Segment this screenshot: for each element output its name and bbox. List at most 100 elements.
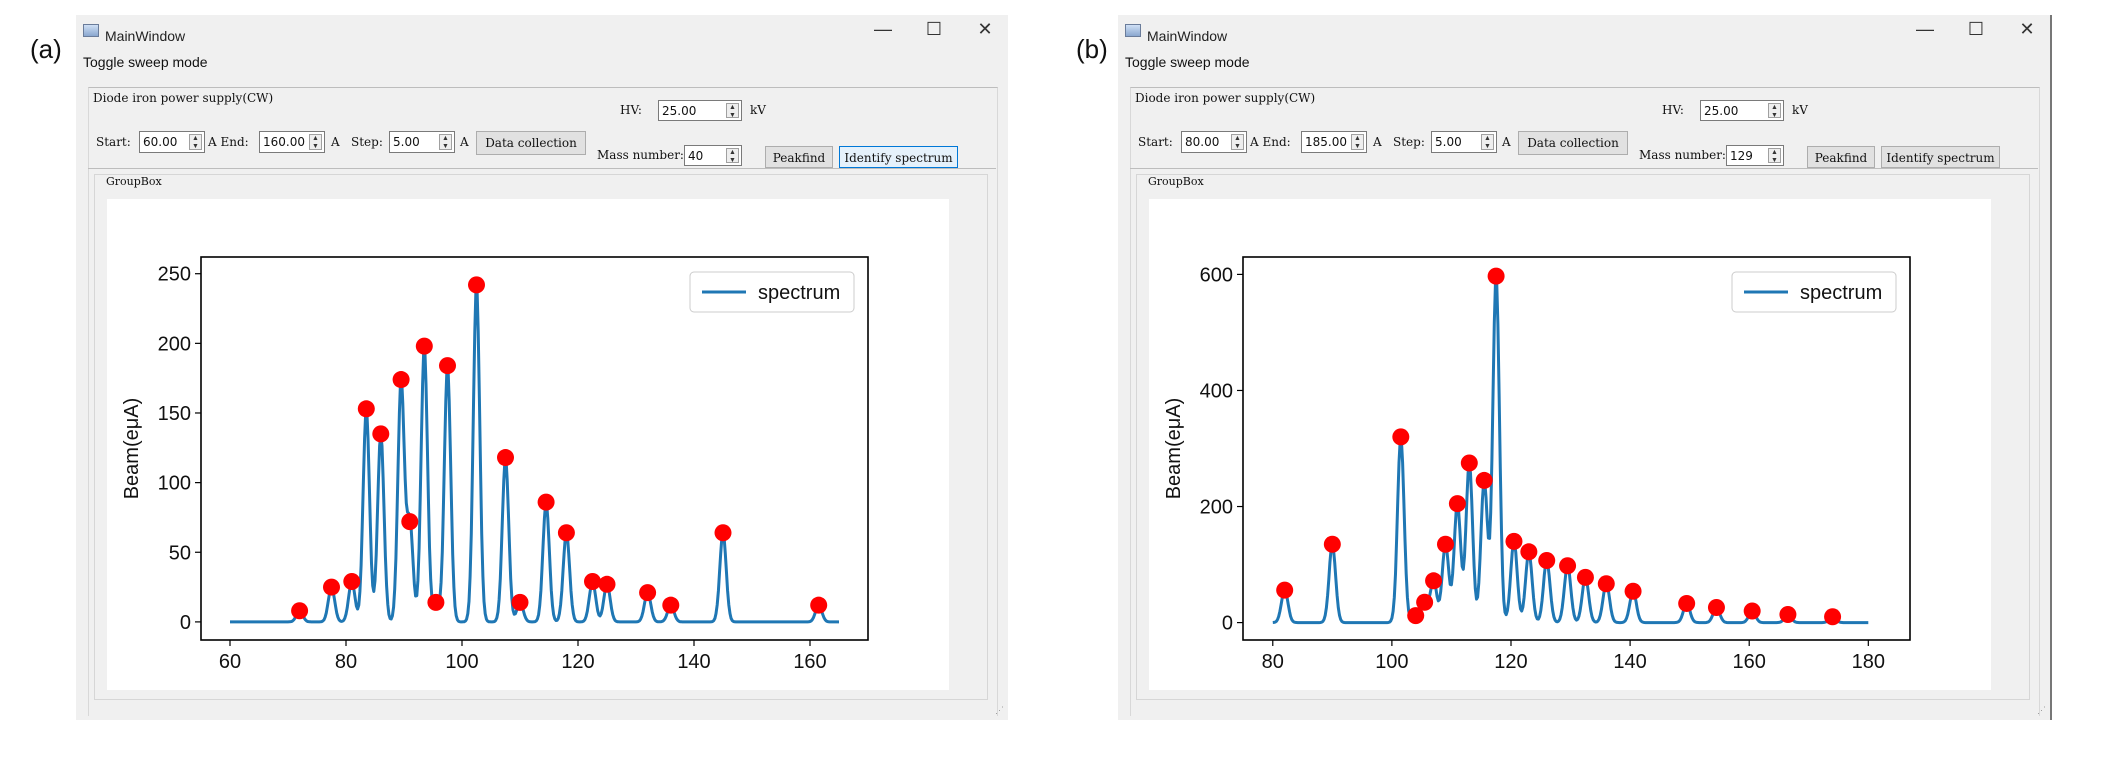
- peak-marker: [1576, 568, 1594, 586]
- menu-toggle-sweep-mode[interactable]: Toggle sweep mode: [83, 54, 208, 70]
- maximize-button[interactable]: ☐: [1967, 19, 1985, 39]
- y-tick-label: 400: [1200, 380, 1233, 402]
- minimize-button[interactable]: —: [1916, 19, 1934, 39]
- y-tick-label: 200: [1200, 497, 1233, 519]
- peak-marker: [1505, 532, 1523, 550]
- menu-toggle-sweep-mode[interactable]: Toggle sweep mode: [1125, 54, 1250, 70]
- data-collection-button[interactable]: Data collection: [476, 131, 586, 155]
- divider: [1130, 168, 2038, 169]
- x-tick-label: 100: [1375, 651, 1408, 673]
- resize-grip-icon[interactable]: ⋰: [995, 705, 1004, 715]
- hv-unit: kV: [1792, 103, 1808, 117]
- minimize-button[interactable]: —: [874, 19, 892, 39]
- x-tick-label: 80: [1262, 651, 1284, 673]
- peak-marker: [1743, 602, 1761, 620]
- hv-spinbox[interactable]: 25.00 ▲ ▼: [658, 100, 742, 121]
- peakfind-label: Peakfind: [772, 151, 826, 165]
- groupbox-title: GroupBox: [1146, 175, 1206, 188]
- identify-spectrum-label: Identify spectrum: [844, 151, 953, 165]
- close-button[interactable]: ✕: [977, 19, 993, 39]
- identify-spectrum-label: Identify spectrum: [1886, 151, 1995, 165]
- start-value: 80.00: [1185, 135, 1220, 149]
- y-tick-label: 200: [158, 333, 191, 355]
- mass-number-label: Mass number:: [597, 148, 684, 162]
- peakfind-button[interactable]: Peakfind: [765, 146, 833, 168]
- x-tick-label: 60: [219, 651, 241, 673]
- peak-marker: [343, 573, 361, 591]
- peak-marker: [1597, 575, 1615, 593]
- main-window-b: MainWindow — ☐ ✕ Toggle sweep mode Diode…: [1118, 15, 2052, 720]
- start-spinbox[interactable]: 60.00 ▲ ▼: [139, 131, 205, 153]
- spin-arrows-icon[interactable]: ▲ ▼: [1351, 134, 1364, 150]
- x-tick-label: 160: [793, 651, 826, 673]
- window-app-icon: [83, 24, 99, 37]
- peak-marker: [1779, 605, 1797, 623]
- peak-marker: [1460, 454, 1478, 472]
- step-value: 5.00: [1435, 135, 1462, 149]
- close-button[interactable]: ✕: [2019, 19, 2035, 39]
- peak-marker: [662, 596, 680, 614]
- groupbox: [1136, 174, 2030, 700]
- content-frame: [88, 87, 998, 716]
- spin-arrows-icon[interactable]: ▲ ▼: [1481, 134, 1494, 150]
- start-spinbox[interactable]: 80.00 ▲ ▼: [1181, 131, 1247, 153]
- spectrum-chart: 80 100 120 140 160 180 0 200 400 600 Beam(eμA) spec…: [1163, 256, 1911, 673]
- mass-number-value: 129: [1730, 148, 1753, 163]
- spin-arrows-icon[interactable]: ▲ ▼: [1768, 148, 1781, 164]
- power-supply-title: Diode iron power supply(CW): [93, 91, 274, 105]
- end-spinbox[interactable]: 185.00 ▲ ▼: [1301, 131, 1367, 153]
- legend-label: spectrum: [1800, 282, 1882, 304]
- start-label: Start:: [96, 135, 131, 149]
- identify-spectrum-button[interactable]: Identify spectrum: [1881, 146, 2000, 168]
- groupbox: [94, 174, 988, 700]
- hv-label: HV:: [620, 103, 642, 117]
- spin-arrows-icon[interactable]: ▲ ▼: [726, 103, 739, 119]
- identify-spectrum-button[interactable]: Identify spectrum: [839, 146, 958, 168]
- step-spinbox[interactable]: 5.00 ▲ ▼: [1431, 131, 1497, 153]
- y-tick-label: 100: [158, 473, 191, 495]
- spin-arrows-icon[interactable]: ▲ ▼: [309, 134, 322, 150]
- legend-box: [1731, 271, 1897, 313]
- peak-marker: [1448, 495, 1466, 513]
- spectrum-line: [229, 288, 840, 624]
- peak-marker: [1520, 543, 1538, 561]
- y-axis-label: Beam(eμA): [1163, 398, 1185, 500]
- step-unit: A: [1502, 135, 1511, 149]
- x-tick-label: 120: [1494, 651, 1527, 673]
- end-spinbox[interactable]: 160.00 ▲ ▼: [259, 131, 325, 153]
- step-spinbox[interactable]: 5.00 ▲ ▼: [389, 131, 455, 153]
- peak-marker: [639, 584, 657, 602]
- resize-grip-icon[interactable]: ⋰: [2037, 705, 2046, 715]
- end-label: A End:: [208, 135, 249, 149]
- peak-marker: [1624, 582, 1642, 600]
- mass-number-label: Mass number:: [1639, 148, 1726, 162]
- spin-arrows-icon[interactable]: ▲ ▼: [1231, 134, 1244, 150]
- axes-frame: [1242, 256, 1911, 641]
- spectrum-chart: 60 80 100 120 140 160 0 50 100 150 200 250 Beam(eμA)…: [121, 256, 869, 673]
- hv-value: 25.00: [1704, 103, 1739, 118]
- peak-marker: [357, 400, 375, 418]
- x-tick-label: 80: [335, 651, 357, 673]
- peak-marker: [1475, 471, 1493, 489]
- spin-arrows-icon[interactable]: ▲ ▼: [439, 134, 452, 150]
- hv-spinbox[interactable]: 25.00 ▲ ▼: [1700, 100, 1784, 121]
- mass-number-spinbox[interactable]: 40 ▲ ▼: [684, 145, 742, 166]
- maximize-button[interactable]: ☐: [925, 19, 943, 39]
- data-collection-button[interactable]: Data collection: [1518, 131, 1628, 155]
- peak-marker: [1824, 608, 1842, 626]
- spin-arrows-icon[interactable]: ▲ ▼: [189, 134, 202, 150]
- peak-marker: [401, 513, 419, 531]
- y-tick-label: 600: [1200, 264, 1233, 286]
- peak-marker: [1487, 267, 1505, 285]
- main-window-a: MainWindow — ☐ ✕ Toggle sweep mode Diode…: [76, 15, 1008, 720]
- step-label: Step:: [1393, 135, 1425, 149]
- mass-number-spinbox[interactable]: 129 ▲ ▼: [1726, 145, 1784, 166]
- peak-marker: [415, 337, 433, 355]
- peakfind-button[interactable]: Peakfind: [1807, 146, 1875, 168]
- spin-arrows-icon[interactable]: ▲ ▼: [726, 148, 739, 164]
- hv-label: HV:: [1662, 103, 1684, 117]
- peak-marker: [1436, 535, 1454, 553]
- spin-arrows-icon[interactable]: ▲ ▼: [1768, 103, 1781, 119]
- peak-marker: [291, 602, 309, 620]
- peak-marker: [1707, 599, 1725, 617]
